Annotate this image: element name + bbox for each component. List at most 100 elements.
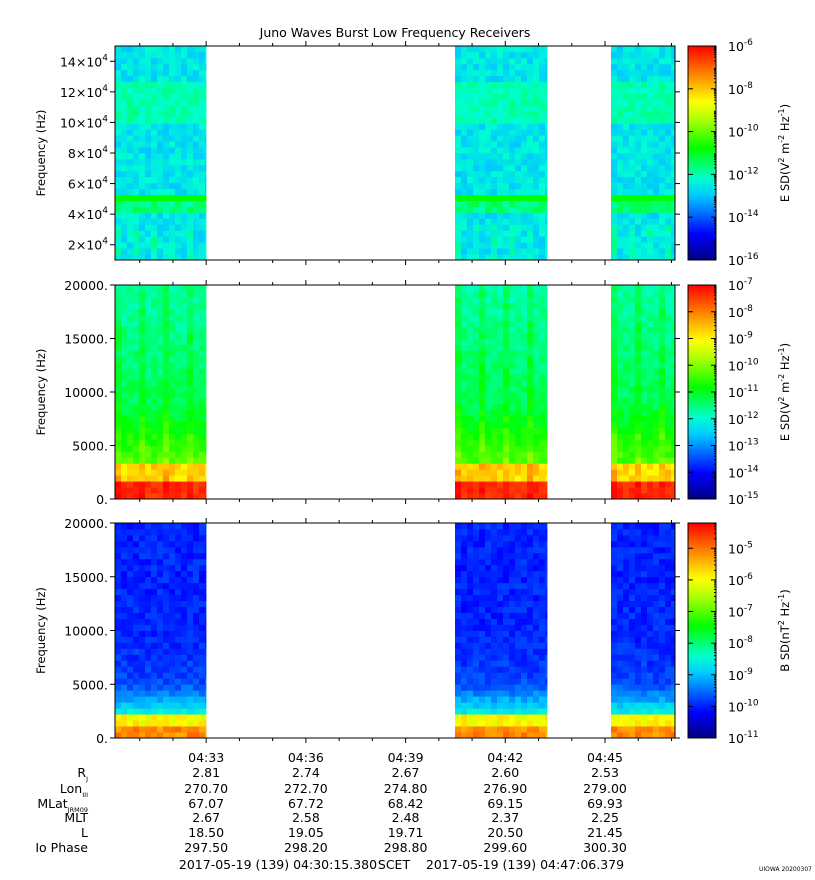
spectrogram-cell bbox=[545, 218, 548, 225]
spectrogram-cell bbox=[545, 158, 548, 166]
spectrogram-cell bbox=[479, 475, 486, 482]
spectrogram-cell bbox=[199, 612, 206, 619]
spectrogram-cell bbox=[473, 170, 480, 178]
spectrogram-cell bbox=[617, 99, 624, 106]
spectrogram-cell bbox=[127, 487, 134, 494]
spectrogram-cell bbox=[539, 445, 546, 452]
spectrogram-cell bbox=[199, 206, 206, 213]
spectrogram-cell bbox=[521, 164, 528, 172]
spectrogram-cell bbox=[611, 714, 618, 721]
spectrogram-cell bbox=[163, 457, 170, 464]
spectrogram-cell bbox=[169, 200, 176, 207]
spectrogram-cell bbox=[539, 540, 546, 548]
spectrogram-cell bbox=[539, 564, 546, 572]
spectrogram-cell bbox=[461, 194, 468, 201]
spectrogram-cell bbox=[521, 182, 528, 190]
spectrogram-cell bbox=[127, 344, 134, 351]
spectrogram-cell bbox=[659, 302, 666, 310]
spectrogram-cell bbox=[533, 612, 540, 619]
spectrogram-cell bbox=[473, 212, 480, 219]
spectrogram-cell bbox=[647, 415, 654, 423]
spectrogram-cell bbox=[527, 546, 534, 554]
spectrogram-cell bbox=[491, 564, 498, 572]
spectrogram-cell bbox=[491, 326, 498, 333]
spectrogram-cell bbox=[659, 481, 666, 488]
spectrogram-cell bbox=[151, 684, 158, 691]
spectrogram-cell bbox=[479, 206, 486, 213]
spectrogram-cell bbox=[503, 540, 510, 548]
spectrogram-cell bbox=[503, 445, 510, 452]
spectrogram-cell bbox=[611, 660, 618, 667]
spectrogram-cell bbox=[671, 314, 676, 322]
spectrogram-cell bbox=[503, 320, 510, 328]
spectrogram-cell bbox=[491, 290, 498, 298]
spectrogram-cell bbox=[175, 224, 182, 231]
spectrogram-cell bbox=[521, 618, 528, 625]
spectrogram-cell bbox=[503, 326, 510, 333]
spectrogram-cell bbox=[139, 308, 146, 316]
spectrogram-cell bbox=[647, 230, 654, 237]
spectrogram-cell bbox=[659, 534, 666, 542]
spectrogram-cell bbox=[467, 487, 474, 494]
spectrogram-cell bbox=[503, 206, 510, 213]
spectrogram-cell bbox=[199, 158, 206, 166]
spectrogram-cell bbox=[175, 380, 182, 387]
spectrogram-cell bbox=[467, 386, 474, 393]
spectrogram-cell bbox=[187, 164, 194, 172]
spectrogram-cell bbox=[157, 403, 164, 411]
spectrogram-cell bbox=[641, 714, 648, 721]
spectrogram-cell bbox=[635, 702, 642, 709]
spectrogram-cell bbox=[611, 469, 618, 476]
spectrogram-cell bbox=[467, 51, 474, 59]
spectrogram-cell bbox=[121, 290, 128, 298]
spectrogram-cell bbox=[545, 224, 548, 231]
spectrogram-cell bbox=[181, 427, 188, 435]
spectrogram-cell bbox=[671, 350, 676, 357]
spectrogram-cell bbox=[611, 81, 618, 89]
spectrogram-cell bbox=[647, 684, 654, 691]
spectrogram-cell bbox=[169, 170, 176, 178]
spectrogram-cell bbox=[181, 129, 188, 136]
spectrogram-cell bbox=[115, 714, 122, 721]
spectrogram-cell bbox=[647, 534, 654, 542]
spectrogram-cell bbox=[491, 129, 498, 136]
spectrogram-cell bbox=[515, 117, 522, 124]
spectrogram-cell bbox=[521, 147, 528, 154]
spectrogram-cell bbox=[121, 546, 128, 554]
spectrogram-cell bbox=[157, 678, 164, 685]
y-tick-label: 10×104 bbox=[60, 114, 108, 130]
spectrogram-cell bbox=[635, 308, 642, 316]
spectrogram-cell bbox=[163, 702, 170, 709]
spectrogram-cell bbox=[539, 176, 546, 184]
spectrogram-cell bbox=[659, 75, 666, 83]
spectrogram-cell bbox=[629, 75, 636, 83]
spectrogram-cell bbox=[157, 475, 164, 482]
spectrogram-cell bbox=[671, 188, 676, 196]
spectrogram-cell bbox=[629, 588, 636, 596]
spectrogram-cell bbox=[653, 708, 660, 715]
spectrogram-cell bbox=[479, 630, 486, 637]
spectrogram-cell bbox=[617, 570, 624, 578]
spectrogram-cell bbox=[133, 81, 140, 89]
spectrogram-cell bbox=[509, 702, 516, 709]
spectrogram-cell bbox=[163, 182, 170, 190]
spectrogram-cell bbox=[665, 487, 672, 494]
spectrogram-cell bbox=[121, 374, 128, 381]
spectrogram-cell bbox=[611, 147, 618, 154]
spectrogram-cell bbox=[193, 451, 200, 458]
spectrogram-cell bbox=[133, 302, 140, 310]
spectrogram-cell bbox=[623, 636, 630, 643]
spectrogram-cell bbox=[139, 433, 146, 440]
spectrogram-cell bbox=[611, 308, 618, 316]
spectrogram-cell bbox=[635, 720, 642, 727]
spectrogram-cell bbox=[163, 421, 170, 429]
spectrogram-cell bbox=[145, 481, 152, 488]
spectrogram-cell bbox=[121, 158, 128, 166]
spectrogram-cell bbox=[665, 678, 672, 685]
spectrogram-cell bbox=[175, 487, 182, 494]
spectrogram-cell bbox=[485, 481, 492, 488]
spectrogram-cell bbox=[509, 51, 516, 59]
spectrogram-cell bbox=[533, 702, 540, 709]
spectrogram-cell bbox=[181, 392, 188, 399]
spectrogram-cell bbox=[187, 218, 194, 225]
